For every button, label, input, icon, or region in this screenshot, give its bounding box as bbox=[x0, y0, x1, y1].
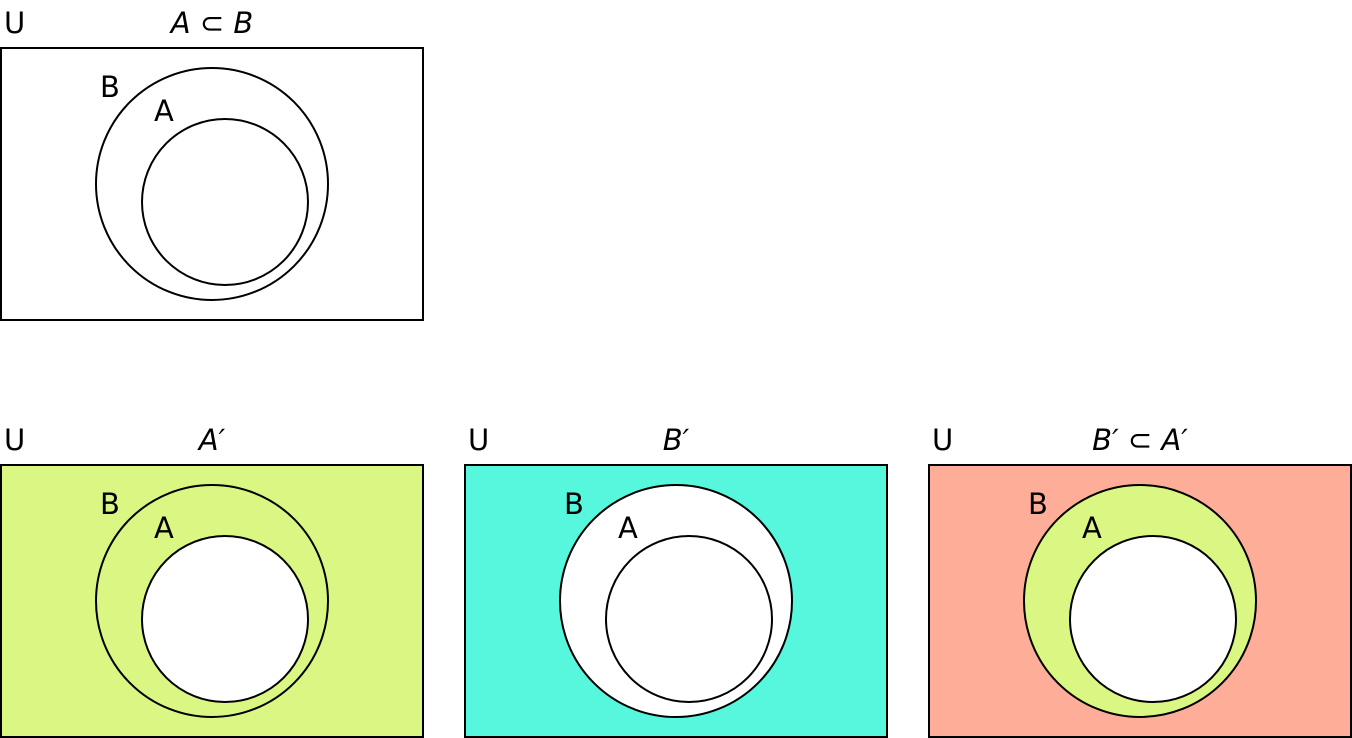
universe-label: U bbox=[932, 423, 953, 457]
universe-label: U bbox=[468, 423, 489, 457]
set-a-circle bbox=[1069, 535, 1237, 703]
panel-title: A′ bbox=[197, 423, 226, 457]
set-a-label: A bbox=[154, 94, 174, 128]
set-a-circle bbox=[141, 535, 309, 703]
set-a-label: A bbox=[618, 511, 638, 545]
panel-a-subset-b: U A ⊂ B B A bbox=[0, 6, 424, 321]
universe-label: U bbox=[4, 423, 25, 457]
panel-a-complement: U A′ B A bbox=[0, 423, 424, 738]
set-a-label: A bbox=[154, 511, 174, 545]
set-a-circle bbox=[605, 535, 773, 703]
panel-b-complement: U B′ B A bbox=[464, 423, 888, 738]
set-b-label: B bbox=[1028, 487, 1048, 521]
set-b-label: B bbox=[100, 487, 120, 521]
panel-title: A ⊂ B bbox=[169, 6, 253, 40]
set-b-label: B bbox=[564, 487, 584, 521]
panel-title: B′ bbox=[663, 423, 690, 457]
panel-b-complement-subset-a-complement: U B′ ⊂ A′ B A bbox=[928, 423, 1352, 738]
set-b-label: B bbox=[100, 70, 120, 104]
panel-title: B′ ⊂ A′ bbox=[1092, 423, 1188, 457]
set-a-circle bbox=[141, 118, 309, 286]
universe-label: U bbox=[4, 6, 25, 40]
set-a-label: A bbox=[1082, 511, 1102, 545]
